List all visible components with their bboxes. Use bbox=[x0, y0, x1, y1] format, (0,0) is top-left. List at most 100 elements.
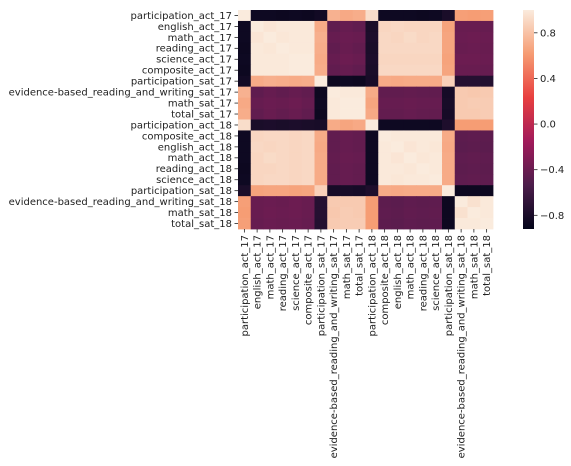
heatmap-cell bbox=[314, 20, 328, 33]
heatmap-cell bbox=[340, 196, 354, 208]
heatmap-cell bbox=[467, 207, 481, 219]
heatmap-cell bbox=[301, 174, 315, 186]
heatmap-cell bbox=[352, 86, 366, 98]
heatmap-cell bbox=[365, 64, 379, 77]
heatmap-cell bbox=[416, 185, 430, 197]
heatmap-cell bbox=[442, 86, 456, 98]
colorbar: 0.8 0.4 0.0 −0.4 −0.8 bbox=[523, 10, 564, 229]
heatmap-cell bbox=[250, 108, 264, 120]
heatmap-cell bbox=[352, 119, 366, 131]
heatmap-cell bbox=[289, 152, 303, 164]
heatmap-cell bbox=[301, 185, 315, 197]
heatmap-cell bbox=[378, 64, 392, 77]
heatmap-cell bbox=[403, 174, 417, 186]
heatmap-cell bbox=[263, 53, 277, 66]
heatmap-cell bbox=[314, 53, 328, 66]
heatmap-cell bbox=[263, 152, 277, 164]
heatmap-cell bbox=[238, 130, 252, 142]
heatmap-cell bbox=[352, 130, 366, 142]
heatmap-cell bbox=[429, 130, 443, 142]
heatmap-cell bbox=[327, 97, 341, 109]
heatmap-cell bbox=[429, 108, 443, 120]
heatmap-cell bbox=[250, 75, 264, 88]
heatmap-cell bbox=[276, 86, 290, 98]
heatmap-cell bbox=[340, 42, 354, 55]
heatmap-cell bbox=[429, 64, 443, 77]
heatmap-cell bbox=[340, 31, 354, 44]
heatmap-cell bbox=[442, 42, 456, 55]
heatmap-cell bbox=[276, 174, 290, 186]
y-tick-labels: participation_act_17english_act_17math_a… bbox=[9, 11, 238, 230]
heatmap-cell bbox=[289, 119, 303, 131]
heatmap-cell bbox=[442, 64, 456, 77]
colorbar-tick-label: −0.8 bbox=[540, 211, 564, 222]
heatmap-cell bbox=[416, 163, 430, 175]
heatmap-cell bbox=[327, 10, 341, 22]
heatmap-cell bbox=[391, 31, 405, 44]
heatmap-cell bbox=[314, 130, 328, 142]
heatmap-cell bbox=[378, 207, 392, 219]
heatmap-cell bbox=[442, 31, 456, 44]
heatmap-cell bbox=[442, 10, 456, 22]
heatmap-cell bbox=[238, 196, 252, 208]
heatmap-cell bbox=[289, 64, 303, 77]
heatmap-cell bbox=[314, 10, 328, 22]
heatmap-cell bbox=[416, 152, 430, 164]
heatmap-cell bbox=[403, 42, 417, 55]
heatmap-cell bbox=[391, 163, 405, 175]
heatmap-cell bbox=[378, 163, 392, 175]
heatmap-cell bbox=[250, 174, 264, 186]
heatmap-cell bbox=[416, 130, 430, 142]
heatmap-cell bbox=[327, 42, 341, 55]
heatmap-cell bbox=[480, 185, 494, 197]
heatmap-cell bbox=[442, 20, 456, 33]
heatmap-cell bbox=[416, 20, 430, 33]
heatmap-cell bbox=[403, 97, 417, 109]
y-tick-label: reading_act_17 bbox=[156, 44, 232, 55]
heatmap-cell bbox=[480, 42, 494, 55]
heatmap-cell bbox=[301, 163, 315, 175]
heatmap-cell bbox=[403, 207, 417, 219]
x-tick-labels: participation_act_17 english_act_17 math_a… bbox=[240, 229, 493, 458]
x-tick-label: science_act_18 bbox=[431, 235, 442, 311]
heatmap-cell bbox=[352, 42, 366, 55]
heatmap-cell bbox=[250, 31, 264, 44]
heatmap-cell bbox=[238, 108, 252, 120]
y-tick-label: math_act_18 bbox=[168, 153, 232, 164]
heatmap-cell bbox=[467, 218, 481, 230]
heatmap-cell bbox=[416, 108, 430, 120]
heatmap-cell bbox=[416, 141, 430, 153]
heatmap-cell bbox=[301, 75, 315, 88]
heatmap-cell bbox=[352, 196, 366, 208]
heatmap-cell bbox=[365, 86, 379, 98]
heatmap-cell bbox=[378, 75, 392, 88]
heatmap-cell bbox=[429, 141, 443, 153]
heatmap-cell bbox=[340, 218, 354, 230]
x-tick-label: reading_act_18 bbox=[418, 235, 429, 311]
heatmap-cell bbox=[467, 130, 481, 142]
heatmap-cell bbox=[378, 20, 392, 33]
heatmap-cell bbox=[263, 108, 277, 120]
heatmap-cell bbox=[263, 185, 277, 197]
heatmap-cell bbox=[314, 108, 328, 120]
heatmap-cell bbox=[250, 86, 264, 98]
x-tick-label: math_sat_17 bbox=[342, 235, 353, 299]
heatmap-cell bbox=[352, 53, 366, 66]
heatmap-cell bbox=[327, 20, 341, 33]
heatmap-cell bbox=[365, 141, 379, 153]
heatmap-cell bbox=[403, 20, 417, 33]
heatmap-cell bbox=[238, 53, 252, 66]
heatmap-cell bbox=[480, 207, 494, 219]
heatmap-cell bbox=[289, 31, 303, 44]
heatmap-cell bbox=[429, 53, 443, 66]
heatmap-cell bbox=[454, 97, 468, 109]
heatmap-cell bbox=[454, 42, 468, 55]
heatmap-cell bbox=[442, 174, 456, 186]
heatmap-cell bbox=[467, 75, 481, 88]
heatmap-cell bbox=[429, 163, 443, 175]
heatmap-cell bbox=[480, 64, 494, 77]
heatmap-cell bbox=[454, 53, 468, 66]
heatmap-cell bbox=[314, 119, 328, 131]
heatmap-cell bbox=[403, 163, 417, 175]
heatmap-cell bbox=[238, 20, 252, 33]
